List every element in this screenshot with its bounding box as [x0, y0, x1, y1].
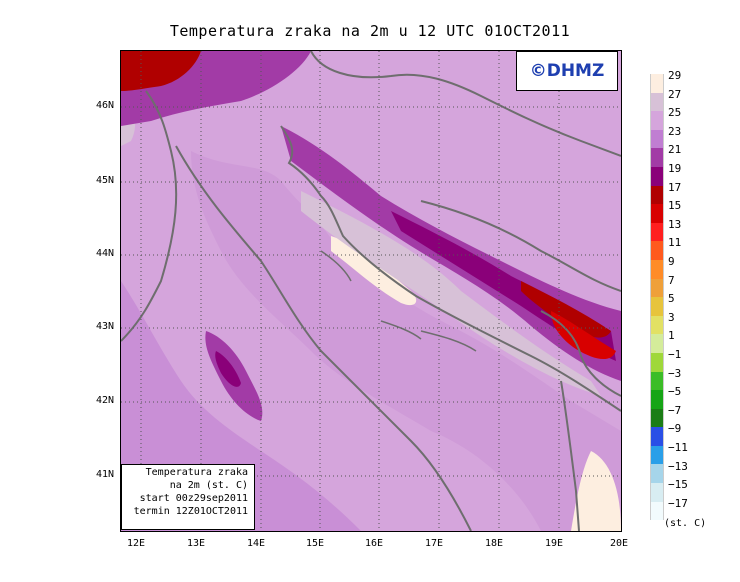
colorbar-swatch — [650, 334, 664, 353]
colorbar-label: 15 — [668, 199, 682, 213]
colorbar-label: 9 — [668, 255, 675, 268]
border-line-2 — [420, 200, 621, 292]
colorbar-swatch — [650, 352, 664, 372]
cool-spot-2 — [551, 311, 616, 360]
colorbar-swatch — [650, 408, 664, 428]
chart-title: Temperatura zraka na 2m u 12 UTC 01OCT20… — [169, 22, 571, 40]
colorbar-swatch — [650, 241, 664, 260]
info-line-4: termin 12Z01OCT2011 — [133, 506, 248, 517]
colorbar-label: 19 — [668, 162, 682, 175]
colorbar-swatch — [650, 185, 664, 205]
colorbar-label: 23 — [668, 124, 682, 138]
colorbar-label: −15 — [668, 478, 688, 492]
lat-label: 44N — [95, 248, 114, 259]
colorbar-swatch — [650, 315, 664, 335]
lat-label: 43N — [95, 321, 114, 332]
colorbar-swatch — [650, 222, 664, 242]
colorbar-label: 13 — [668, 217, 682, 231]
colorbar-label: 1 — [668, 329, 675, 343]
info-box: Temperatura zraka na 2m (st. C) start 00… — [121, 464, 255, 530]
colorbar-label: 5 — [668, 292, 675, 306]
albania-coast — [560, 380, 580, 531]
lon-label: 16E — [364, 538, 384, 549]
colorbar-swatch — [650, 204, 664, 223]
warm-area-1 — [331, 236, 417, 306]
lon-label: 17E — [424, 538, 444, 549]
lon-label: 14E — [246, 538, 266, 549]
colorbar-swatch — [650, 259, 664, 279]
lat-label: 46N — [95, 100, 114, 111]
colorbar-label: 29 — [668, 69, 682, 82]
info-line-1: Temperatura zraka — [145, 467, 248, 478]
warm-area-2 — [571, 451, 621, 531]
colorbar-label: −9 — [668, 422, 682, 436]
colorbar-label: −11 — [668, 441, 688, 454]
colorbar-label: −7 — [668, 403, 682, 417]
colorbar-swatch — [650, 390, 664, 409]
lon-label: 18E — [484, 538, 504, 549]
info-line-2: na 2m (st. C) — [169, 480, 248, 491]
island-2 — [420, 330, 477, 352]
colorbar-label: −5 — [668, 385, 682, 399]
colorbar-swatch — [650, 111, 664, 130]
info-line-3: start 00z29sep2011 — [139, 493, 248, 504]
colorbar-unit: (st. C) — [664, 518, 707, 529]
colorbar-label: 27 — [668, 87, 682, 101]
colorbar-label: −13 — [668, 459, 688, 473]
alps-core — [121, 51, 201, 91]
colorbar-swatch — [650, 74, 664, 93]
colorbar-swatch — [650, 148, 664, 167]
colorbar-label: 3 — [668, 310, 675, 324]
lat-label: 41N — [95, 469, 114, 480]
colorbar-swatch — [650, 501, 664, 521]
map-canvas — [121, 51, 621, 531]
colorbar-label: 25 — [668, 106, 682, 120]
apennine-core — [215, 351, 241, 387]
colorbar-swatch — [650, 278, 664, 298]
colorbar-swatch — [650, 445, 664, 465]
lat-label: 45N — [95, 175, 114, 186]
lilac-band — [301, 191, 601, 396]
colorbar-swatch — [650, 129, 664, 149]
colorbar-swatch — [650, 166, 664, 186]
lon-label: 19E — [544, 538, 564, 549]
colorbar-label: −1 — [668, 348, 682, 361]
lon-label: 12E — [126, 538, 146, 549]
border-line-3 — [540, 310, 621, 397]
colorbar-label: 17 — [668, 180, 682, 194]
lon-label: 15E — [305, 538, 325, 549]
cool-spot-1 — [521, 281, 611, 338]
colorbar-label: 7 — [668, 273, 675, 287]
lon-label: 13E — [186, 538, 206, 549]
croatian-coastline — [280, 125, 621, 412]
colorbar-label: 21 — [668, 143, 682, 157]
dhmz-logo: ©DHMZ — [516, 51, 618, 91]
adriatic-sea — [191, 151, 621, 531]
colorbar-label: 11 — [668, 236, 682, 250]
colorbar-swatch — [650, 483, 664, 502]
colorbar-swatch — [650, 92, 664, 112]
island-3 — [380, 320, 422, 340]
colorbar — [650, 74, 664, 521]
colorbar-swatch — [650, 371, 664, 391]
italian-coastline — [121, 90, 178, 342]
gridlines — [121, 51, 621, 531]
colorbar-label: −17 — [668, 496, 688, 510]
island-1 — [320, 250, 352, 282]
colorbar-label: −3 — [668, 366, 682, 380]
border-line-1 — [310, 51, 621, 157]
lon-label: 20E — [609, 538, 629, 549]
lat-label: 42N — [95, 395, 114, 406]
italy-east-coast — [175, 145, 472, 531]
colorbar-swatch — [650, 464, 664, 484]
colorbar-swatch — [650, 427, 664, 446]
temperature-map[interactable] — [120, 50, 622, 532]
colorbar-swatch — [650, 297, 664, 316]
